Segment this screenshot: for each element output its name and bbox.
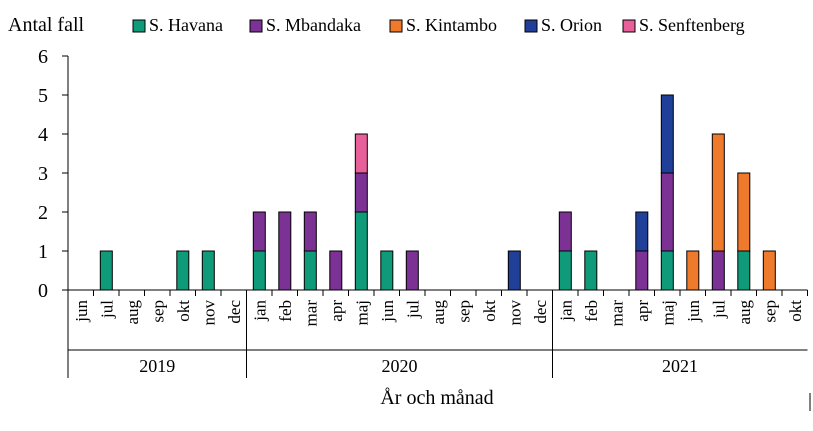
x-month-label: maj: [658, 300, 677, 326]
x-month-label: jul: [709, 300, 728, 319]
bar-segment: [99, 250, 113, 291]
x-month-label: dec: [225, 300, 244, 324]
x-month-label: aug: [123, 300, 142, 325]
bar-segment: [558, 211, 572, 252]
x-month-label: sep: [760, 300, 779, 323]
x-month-label: feb: [276, 300, 295, 322]
y-tick-label: 5: [38, 85, 48, 107]
x-month-label: okt: [786, 300, 805, 322]
bar-segment: [303, 250, 317, 291]
y-tick-label: 3: [38, 163, 48, 185]
y-tick-labels: 0 1 2 3 4 5 6: [38, 46, 48, 302]
axes: [62, 55, 808, 291]
legend-label: S. Orion: [541, 15, 602, 35]
bar-segment: [405, 250, 419, 291]
x-month-label: dec: [531, 300, 550, 324]
x-year-label: 2020: [382, 356, 418, 376]
x-month-label: aug: [429, 300, 448, 325]
x-month-label: okt: [480, 300, 499, 322]
bar-segment: [303, 211, 317, 252]
y-tick-label: 1: [38, 241, 48, 263]
bar-segment: [660, 94, 674, 174]
bar-segment: [252, 211, 266, 252]
legend: S. Havana S. Mbandaka S. Kintambo S. Orion S…: [132, 15, 745, 35]
legend-label: S. Havana: [149, 15, 223, 35]
bar-segment: [660, 250, 674, 291]
bar-segment: [354, 133, 368, 174]
x-year-label: 2021: [662, 356, 698, 376]
legend-swatch: [524, 19, 538, 33]
legend-swatch: [132, 19, 146, 33]
x-month-label: jul: [97, 300, 116, 319]
x-month-label: jun: [378, 300, 397, 323]
legend-swatch: [622, 19, 636, 33]
bar-segment: [711, 133, 725, 252]
x-month-label: nov: [505, 300, 524, 326]
x-month-label: mar: [607, 300, 626, 327]
x-month-label: sep: [454, 300, 473, 323]
bar-segment: [507, 250, 521, 291]
y-axis-title: Antal fall: [8, 14, 85, 36]
x-month-label: okt: [174, 300, 193, 322]
bars: [99, 94, 776, 291]
x-month-label: sep: [148, 300, 167, 323]
x-category-axis: jun jul aug sep okt nov dec jan feb mar apr maj jun j…: [67, 290, 808, 378]
x-month-label: maj: [352, 300, 371, 326]
y-tick-label: 4: [38, 124, 48, 146]
bar-segment: [635, 250, 649, 291]
legend-label: S. Mbandaka: [266, 15, 361, 35]
bar-segment: [711, 250, 725, 291]
bar-segment: [354, 172, 368, 213]
x-month-label: jan: [556, 300, 575, 322]
bar-segment: [252, 250, 266, 291]
legend-label: S. Kintambo: [406, 15, 497, 35]
bar-segment: [380, 250, 394, 291]
y-tick-label: 0: [38, 280, 48, 302]
bar-segment: [176, 250, 190, 291]
bar-segment: [762, 250, 776, 291]
x-axis-title: År och månad: [380, 387, 493, 409]
bar-segment: [201, 250, 215, 291]
x-month-label: apr: [633, 300, 652, 322]
bar-segment: [635, 211, 649, 252]
bar-segment: [737, 172, 751, 252]
x-year-label: 2019: [139, 356, 175, 376]
x-month-label: jul: [403, 300, 422, 319]
bar-segment: [660, 172, 674, 252]
x-month-label: aug: [735, 300, 754, 325]
x-month-label: jan: [250, 300, 269, 322]
bar-segment: [558, 250, 572, 291]
x-month-label: mar: [301, 300, 320, 327]
legend-swatch: [389, 19, 403, 33]
x-month-label: feb: [582, 300, 601, 322]
bar-segment: [686, 250, 700, 291]
y-tick-label: 6: [38, 46, 48, 68]
x-month-label: apr: [327, 300, 346, 322]
legend-swatch: [249, 19, 263, 33]
bar-segment: [737, 250, 751, 291]
x-month-label: jun: [684, 300, 703, 323]
bar-segment: [329, 250, 343, 291]
bar-segment: [584, 250, 598, 291]
legend-label: S. Senftenberg: [639, 15, 745, 35]
bar-segment: [354, 211, 368, 291]
x-month-label: jun: [72, 300, 91, 323]
y-tick-label: 2: [38, 202, 48, 224]
x-month-label: nov: [199, 300, 218, 326]
bar-segment: [278, 211, 292, 291]
